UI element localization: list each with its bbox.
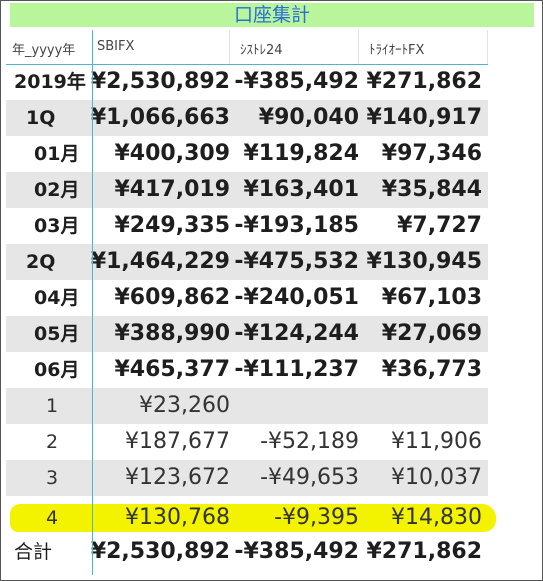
- row-label: 1Q: [26, 107, 56, 129]
- table-row[interactable]: 2 ¥187,677 -¥52,189 ¥11,906: [6, 424, 488, 460]
- total-label: 合計: [14, 541, 53, 563]
- table-row[interactable]: 03月 ¥249,335 -¥193,185 ¥7,727: [6, 208, 488, 244]
- cell-triautofx: ¥97,346: [381, 141, 482, 166]
- cell-sbifx: ¥249,335: [114, 213, 230, 238]
- cell-systre24: -¥124,244: [234, 321, 359, 346]
- cell-sbifx: ¥400,309: [114, 141, 230, 166]
- cell-systre24: ¥119,824: [243, 141, 359, 166]
- row-label: 2: [46, 431, 59, 453]
- total-systre24: -¥385,492: [234, 539, 359, 564]
- header-triautofx[interactable]: ﾄﾗｲｵｰﾄFX: [369, 43, 425, 58]
- cell-triautofx: ¥11,906: [391, 429, 482, 454]
- cell-sbifx: ¥23,260: [139, 393, 230, 418]
- row-label: 4: [46, 507, 59, 529]
- cell-systre24: -¥52,189: [260, 429, 359, 454]
- table-row[interactable]: 05月 ¥388,990 -¥124,244 ¥27,069: [6, 316, 488, 352]
- cell-triautofx: ¥140,917: [366, 105, 482, 130]
- cell-sbifx: ¥609,862: [114, 285, 230, 310]
- total-row[interactable]: 合計 ¥2,530,892 -¥385,492 ¥271,862: [6, 534, 488, 570]
- row-label: 06月: [34, 359, 80, 381]
- header-systre24[interactable]: ｼｽﾄﾚ24: [240, 43, 283, 58]
- cell-sbifx: ¥465,377: [114, 357, 230, 382]
- highlight-marker: [10, 504, 496, 532]
- table-row[interactable]: 1 ¥23,260: [6, 388, 488, 424]
- table-row[interactable]: 2019年 ¥2,530,892 -¥385,492 ¥271,862: [6, 64, 488, 100]
- cell-triautofx: ¥35,844: [381, 177, 482, 202]
- cell-sbifx: ¥417,019: [114, 177, 230, 202]
- row-label: 2Q: [26, 251, 56, 273]
- cell-triautofx: ¥7,727: [397, 213, 482, 238]
- cell-sbifx: ¥388,990: [114, 321, 230, 346]
- cell-sbifx: ¥1,464,229: [90, 249, 230, 274]
- cell-systre24: -¥385,492: [234, 69, 359, 94]
- header-divider: [487, 30, 488, 64]
- row-label: 02月: [34, 179, 80, 201]
- cell-sbifx: ¥130,768: [125, 505, 230, 530]
- row-label: 2019年: [14, 71, 86, 93]
- table-row[interactable]: 2Q ¥1,464,229 -¥475,532 ¥130,945: [6, 244, 488, 280]
- cell-triautofx: ¥27,069: [381, 321, 482, 346]
- cell-systre24: -¥9,395: [274, 505, 359, 530]
- cell-triautofx: ¥130,945: [366, 249, 482, 274]
- table-row[interactable]: 06月 ¥465,377 -¥111,237 ¥36,773: [6, 352, 488, 388]
- page-title: 口座集計: [10, 3, 534, 27]
- header-divider: [358, 30, 359, 64]
- row-label: 3: [46, 467, 59, 489]
- cell-sbifx: ¥1,066,663: [90, 105, 230, 130]
- header-sbifx[interactable]: SBIFX: [97, 39, 135, 54]
- cell-sbifx: ¥123,672: [125, 465, 230, 490]
- row-label: 05月: [34, 323, 80, 345]
- total-triautofx: ¥271,862: [366, 539, 482, 564]
- cell-systre24: -¥193,185: [234, 213, 359, 238]
- row-label: 04月: [34, 287, 80, 309]
- table-row[interactable]: 3 ¥123,672 -¥49,653 ¥10,037: [6, 460, 488, 496]
- cell-triautofx: ¥67,103: [381, 285, 482, 310]
- header-year[interactable]: 年_yyyy年: [12, 43, 76, 58]
- total-sbifx: ¥2,530,892: [90, 539, 230, 564]
- cell-triautofx: ¥36,773: [381, 357, 482, 382]
- row-label: 1: [46, 395, 59, 417]
- table-header: 年_yyyy年 SBIFX ｼｽﾄﾚ24 ﾄﾗｲｵｰﾄFX: [6, 30, 488, 65]
- table-row-highlighted[interactable]: 4 ¥130,768 -¥9,395 ¥14,830: [6, 500, 488, 536]
- cell-systre24: -¥111,237: [234, 357, 359, 382]
- row-label: 01月: [34, 143, 80, 165]
- cell-sbifx: ¥187,677: [125, 429, 230, 454]
- cell-systre24: ¥90,040: [258, 105, 359, 130]
- header-divider: [229, 30, 230, 64]
- cell-sbifx: ¥2,530,892: [90, 69, 230, 94]
- cell-systre24: -¥475,532: [234, 249, 359, 274]
- cell-triautofx: ¥10,037: [391, 465, 482, 490]
- table-row[interactable]: 01月 ¥400,309 ¥119,824 ¥97,346: [6, 136, 488, 172]
- row-label: 03月: [34, 215, 80, 237]
- table-row[interactable]: 1Q ¥1,066,663 ¥90,040 ¥140,917: [6, 100, 488, 136]
- cell-triautofx: ¥271,862: [366, 69, 482, 94]
- cell-systre24: -¥49,653: [260, 465, 359, 490]
- cell-systre24: -¥240,051: [234, 285, 359, 310]
- cell-systre24: ¥163,401: [243, 177, 359, 202]
- table-row[interactable]: 02月 ¥417,019 ¥163,401 ¥35,844: [6, 172, 488, 208]
- cell-triautofx: ¥14,830: [391, 505, 482, 530]
- column-divider: [92, 30, 93, 575]
- table-row[interactable]: 04月 ¥609,862 -¥240,051 ¥67,103: [6, 280, 488, 316]
